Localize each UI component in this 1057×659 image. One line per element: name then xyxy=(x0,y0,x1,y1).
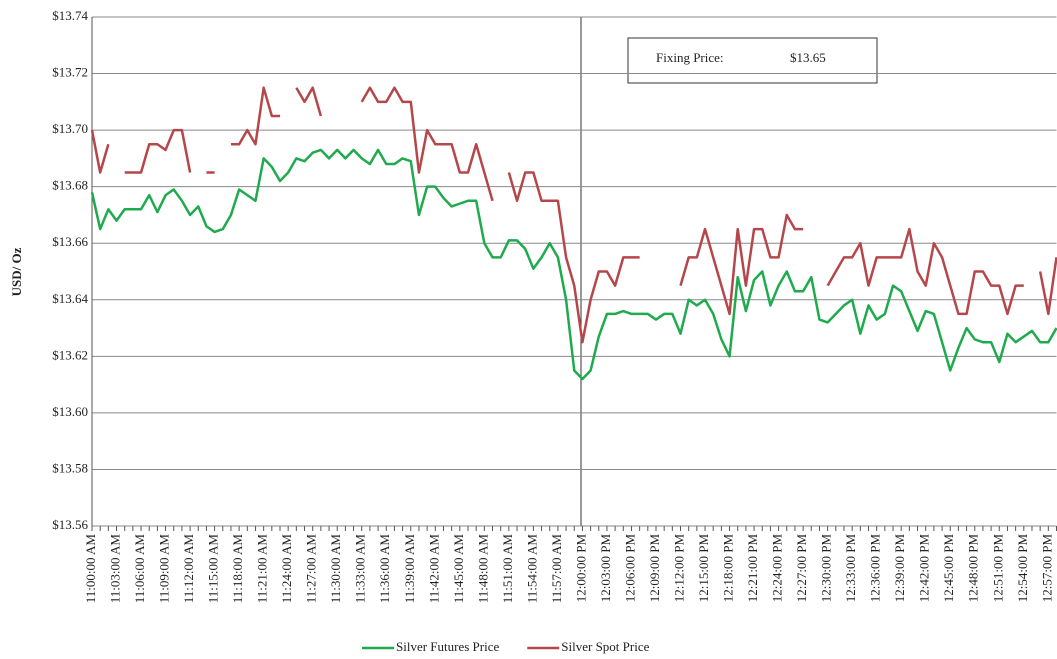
y-tick-label: $13.68 xyxy=(52,178,88,193)
x-tick-label: 11:15:00 AM xyxy=(206,534,221,604)
y-tick-label: $13.58 xyxy=(52,460,88,475)
x-tick-label: 12:57:00 PM xyxy=(1039,534,1054,603)
x-tick-label: 12:39:00 PM xyxy=(892,534,907,603)
x-tick-label: 11:09:00 AM xyxy=(157,534,172,604)
x-tick-label: 11:48:00 AM xyxy=(475,534,490,604)
x-tick-label: 12:51:00 PM xyxy=(990,534,1005,603)
x-tick-label: 11:42:00 AM xyxy=(426,534,441,604)
legend-label: Silver Spot Price xyxy=(561,639,649,654)
x-tick-label: 12:42:00 PM xyxy=(917,534,932,603)
x-tick-label: 11:51:00 AM xyxy=(500,534,515,604)
annotation-value: $13.65 xyxy=(790,50,826,65)
x-tick-label: 11:12:00 AM xyxy=(181,534,196,604)
annotation-box xyxy=(627,37,878,84)
x-tick-label: 11:27:00 AM xyxy=(304,534,319,604)
x-tick-label: 12:15:00 PM xyxy=(696,534,711,603)
y-tick-label: $13.56 xyxy=(52,517,88,532)
x-tick-label: 11:03:00 AM xyxy=(108,534,123,604)
x-tick-label: 11:18:00 AM xyxy=(230,534,245,604)
x-tick-label: 12:48:00 PM xyxy=(966,534,981,603)
x-tick-label: 12:21:00 PM xyxy=(745,534,760,603)
x-tick-label: 11:54:00 AM xyxy=(524,534,539,604)
x-tick-label: 11:06:00 AM xyxy=(132,534,147,604)
y-tick-label: $13.60 xyxy=(52,404,88,419)
y-tick-label: $13.70 xyxy=(52,121,88,136)
x-tick-label: 11:30:00 AM xyxy=(328,534,343,604)
y-tick-label: $13.62 xyxy=(52,347,88,362)
x-tick-label: 12:33:00 PM xyxy=(843,534,858,603)
x-tick-label: 11:39:00 AM xyxy=(402,534,417,604)
series-line xyxy=(90,148,1057,381)
series-line xyxy=(90,86,1057,344)
legend-label: Silver Futures Price xyxy=(396,639,499,654)
x-tick-label: 12:30:00 PM xyxy=(819,534,834,603)
y-tick-label: $13.72 xyxy=(52,65,88,80)
x-tick-label: 12:36:00 PM xyxy=(868,534,883,603)
x-tick-label: 11:57:00 AM xyxy=(549,534,564,604)
x-tick-label: 12:54:00 PM xyxy=(1015,534,1030,603)
x-tick-label: 11:36:00 AM xyxy=(377,534,392,604)
x-tick-label: 12:09:00 PM xyxy=(647,534,662,603)
x-tick-label: 12:18:00 PM xyxy=(721,534,736,603)
x-tick-label: 12:12:00 PM xyxy=(671,534,686,603)
y-tick-label: $13.74 xyxy=(52,8,88,23)
y-tick-label: $13.66 xyxy=(52,234,88,249)
x-tick-label: 12:03:00 PM xyxy=(598,534,613,603)
x-tick-label: 12:24:00 PM xyxy=(770,534,785,603)
y-axis-label: USD/ Oz xyxy=(9,247,24,296)
x-tick-label: 11:00:00 AM xyxy=(83,534,98,604)
x-tick-label: 12:06:00 PM xyxy=(622,534,637,603)
x-tick-label: 12:00:00 PM xyxy=(573,534,588,603)
annotation-label: Fixing Price: xyxy=(656,50,724,65)
y-tick-label: $13.64 xyxy=(52,291,88,306)
x-tick-label: 11:21:00 AM xyxy=(255,534,270,604)
x-tick-label: 11:45:00 AM xyxy=(451,534,466,604)
x-tick-label: 12:27:00 PM xyxy=(794,534,809,603)
x-tick-label: 11:24:00 AM xyxy=(279,534,294,604)
x-tick-label: 12:45:00 PM xyxy=(941,534,956,603)
x-tick-label: 11:33:00 AM xyxy=(353,534,368,604)
